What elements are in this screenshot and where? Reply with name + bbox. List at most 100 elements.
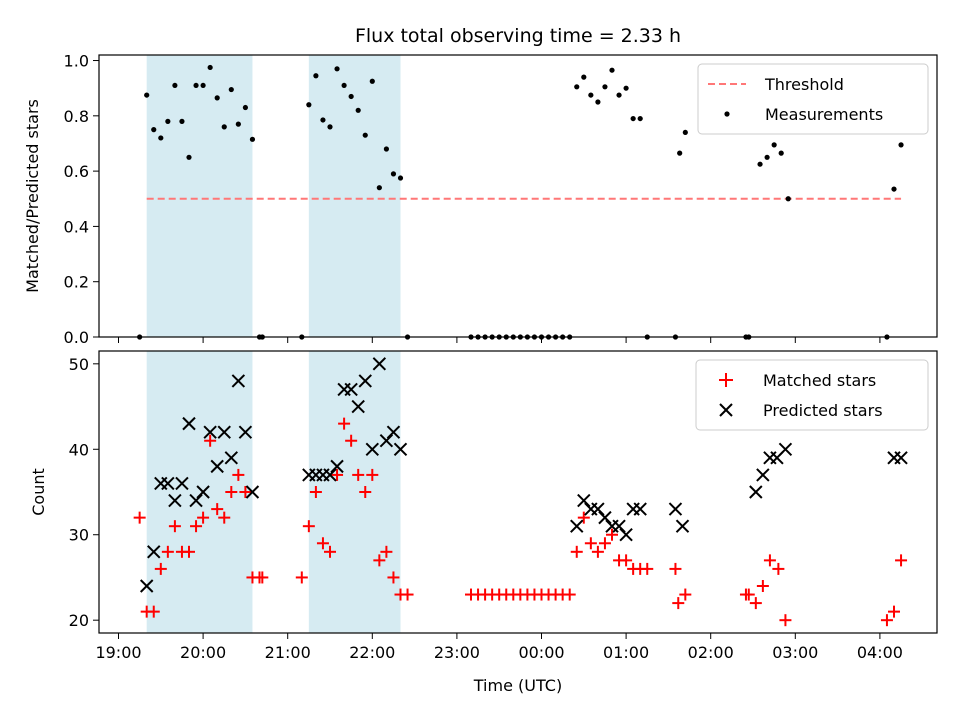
measurement-point [355, 107, 361, 113]
predicted-star-point [231, 374, 246, 388]
measurement-point [193, 82, 199, 89]
matched-star-point [338, 417, 351, 430]
matched-star-point [756, 580, 769, 592]
measurement-point [348, 93, 354, 100]
bottom-panel: 20 30 40 50 19:00 20:00 21:00 22:00 23:00 00:00 0… [29, 350, 938, 695]
measurement-point [179, 118, 185, 124]
measurement-point [341, 82, 347, 89]
count-points [133, 357, 908, 627]
bottom-x-ticks: 19:00 20:00 21:00 22:00 23:00 00:00 01:00 02:00… [95, 633, 903, 662]
predicted-star-point [612, 519, 626, 533]
matched-star-point [763, 554, 776, 567]
measurement-point [778, 150, 784, 156]
matched-star-point [641, 562, 654, 575]
bottom-y-ticks: 20 30 40 50 [69, 355, 99, 630]
top-panel: 0.0 0.2 0.4 0.6 0.8 1.0 Matched/Predicted sta… [23, 52, 938, 347]
top-axes-frame [98, 54, 938, 338]
measurement-point [320, 117, 326, 123]
matched-star-point [373, 554, 386, 567]
matched-star-point [598, 537, 611, 550]
predicted-star-point [633, 502, 647, 516]
measurement-point [228, 86, 234, 93]
measurement-point [397, 175, 404, 181]
matched-star-point [620, 554, 633, 567]
measurement-point [327, 124, 333, 130]
bottom-legend: Matched stars Predicted stars [695, 359, 929, 431]
matched-star-point [606, 528, 618, 541]
predicted-star-point [323, 468, 337, 482]
predicted-star-point [675, 519, 690, 533]
predicted-star-point [598, 510, 612, 525]
top-y-tick-label: 0.0 [64, 328, 89, 347]
matched-star-point [359, 486, 372, 498]
matched-star-point [133, 511, 146, 524]
measurement-point [898, 142, 904, 148]
matched-star-point [256, 571, 269, 584]
chart-title: Flux total observing time = 2.33 h [355, 25, 681, 47]
measurement-point [588, 92, 594, 98]
measurement-point [306, 102, 312, 108]
predicted-star-point [182, 416, 196, 431]
predicted-star-point [894, 451, 908, 465]
predicted-star-point [668, 502, 683, 516]
matched-star-point [584, 537, 597, 550]
top-shaded-intervals [146, 55, 401, 337]
predicted-star-point [217, 425, 231, 439]
bottom-x-tick-label: 03:00 [772, 643, 818, 662]
measurement-point [144, 92, 150, 98]
predicted-star-point [591, 502, 605, 516]
matched-star-point [190, 520, 203, 533]
predicted-star-point [619, 528, 633, 542]
top-y-tick-label: 0.6 [64, 162, 89, 181]
predicted-star-point [358, 374, 372, 388]
matched-star-point [401, 588, 414, 601]
measurement-point [376, 185, 382, 191]
matched-star-point [387, 571, 400, 584]
matched-star-point [345, 434, 358, 447]
bottom-x-tick-label: 19:00 [95, 643, 141, 662]
predicted-star-point [168, 493, 182, 508]
measurement-point [891, 186, 897, 192]
matched-star-point [591, 545, 604, 558]
predicted-star-point [189, 493, 203, 508]
legend-matched-swatch [719, 373, 733, 387]
bottom-y-axis-label: Count [29, 468, 48, 516]
top-y-tick-label: 0.2 [64, 273, 89, 292]
measurement-point [158, 135, 164, 141]
predicted-star-point [749, 485, 763, 499]
bottom-x-tick-label: 01:00 [603, 643, 649, 662]
bottom-x-tick-label: 21:00 [265, 643, 311, 662]
matched-star-point [679, 588, 692, 601]
measurement-point [757, 161, 763, 167]
bottom-x-tick-label: 22:00 [349, 643, 395, 662]
top-y-tick-label: 0.8 [64, 107, 89, 126]
matched-star-point [225, 486, 238, 498]
measurement-point [677, 150, 683, 156]
measurement-point [785, 196, 791, 202]
matched-star-point [380, 545, 393, 558]
matched-star-point [672, 597, 685, 610]
measurement-point [369, 78, 375, 84]
bottom-y-tick-label: 40 [69, 440, 89, 459]
matched-star-point [183, 545, 195, 558]
measurement-point [214, 95, 220, 101]
predicted-star-point [570, 519, 584, 533]
bottom-x-tick-label: 20:00 [180, 643, 226, 662]
legend-predicted-label: Predicted stars [763, 401, 883, 420]
measurement-point [383, 146, 389, 152]
top-y-ticks: 0.0 0.2 0.4 0.6 0.8 1.0 [64, 52, 99, 347]
predicted-star-point [203, 425, 217, 439]
matched-star-point [880, 614, 893, 627]
predicted-star-point [344, 382, 358, 397]
bottom-shaded-interval-1 [308, 351, 401, 633]
measurement-point [623, 85, 629, 91]
measurement-point [682, 129, 688, 136]
predicted-star-point [386, 425, 401, 439]
measurement-point [334, 66, 340, 72]
matched-star-point [563, 588, 576, 601]
measurement-point [637, 115, 643, 122]
top-y-axis-label: Matched/Predicted stars [23, 99, 42, 293]
matched-star-point [211, 503, 224, 516]
measurement-point [235, 121, 241, 127]
